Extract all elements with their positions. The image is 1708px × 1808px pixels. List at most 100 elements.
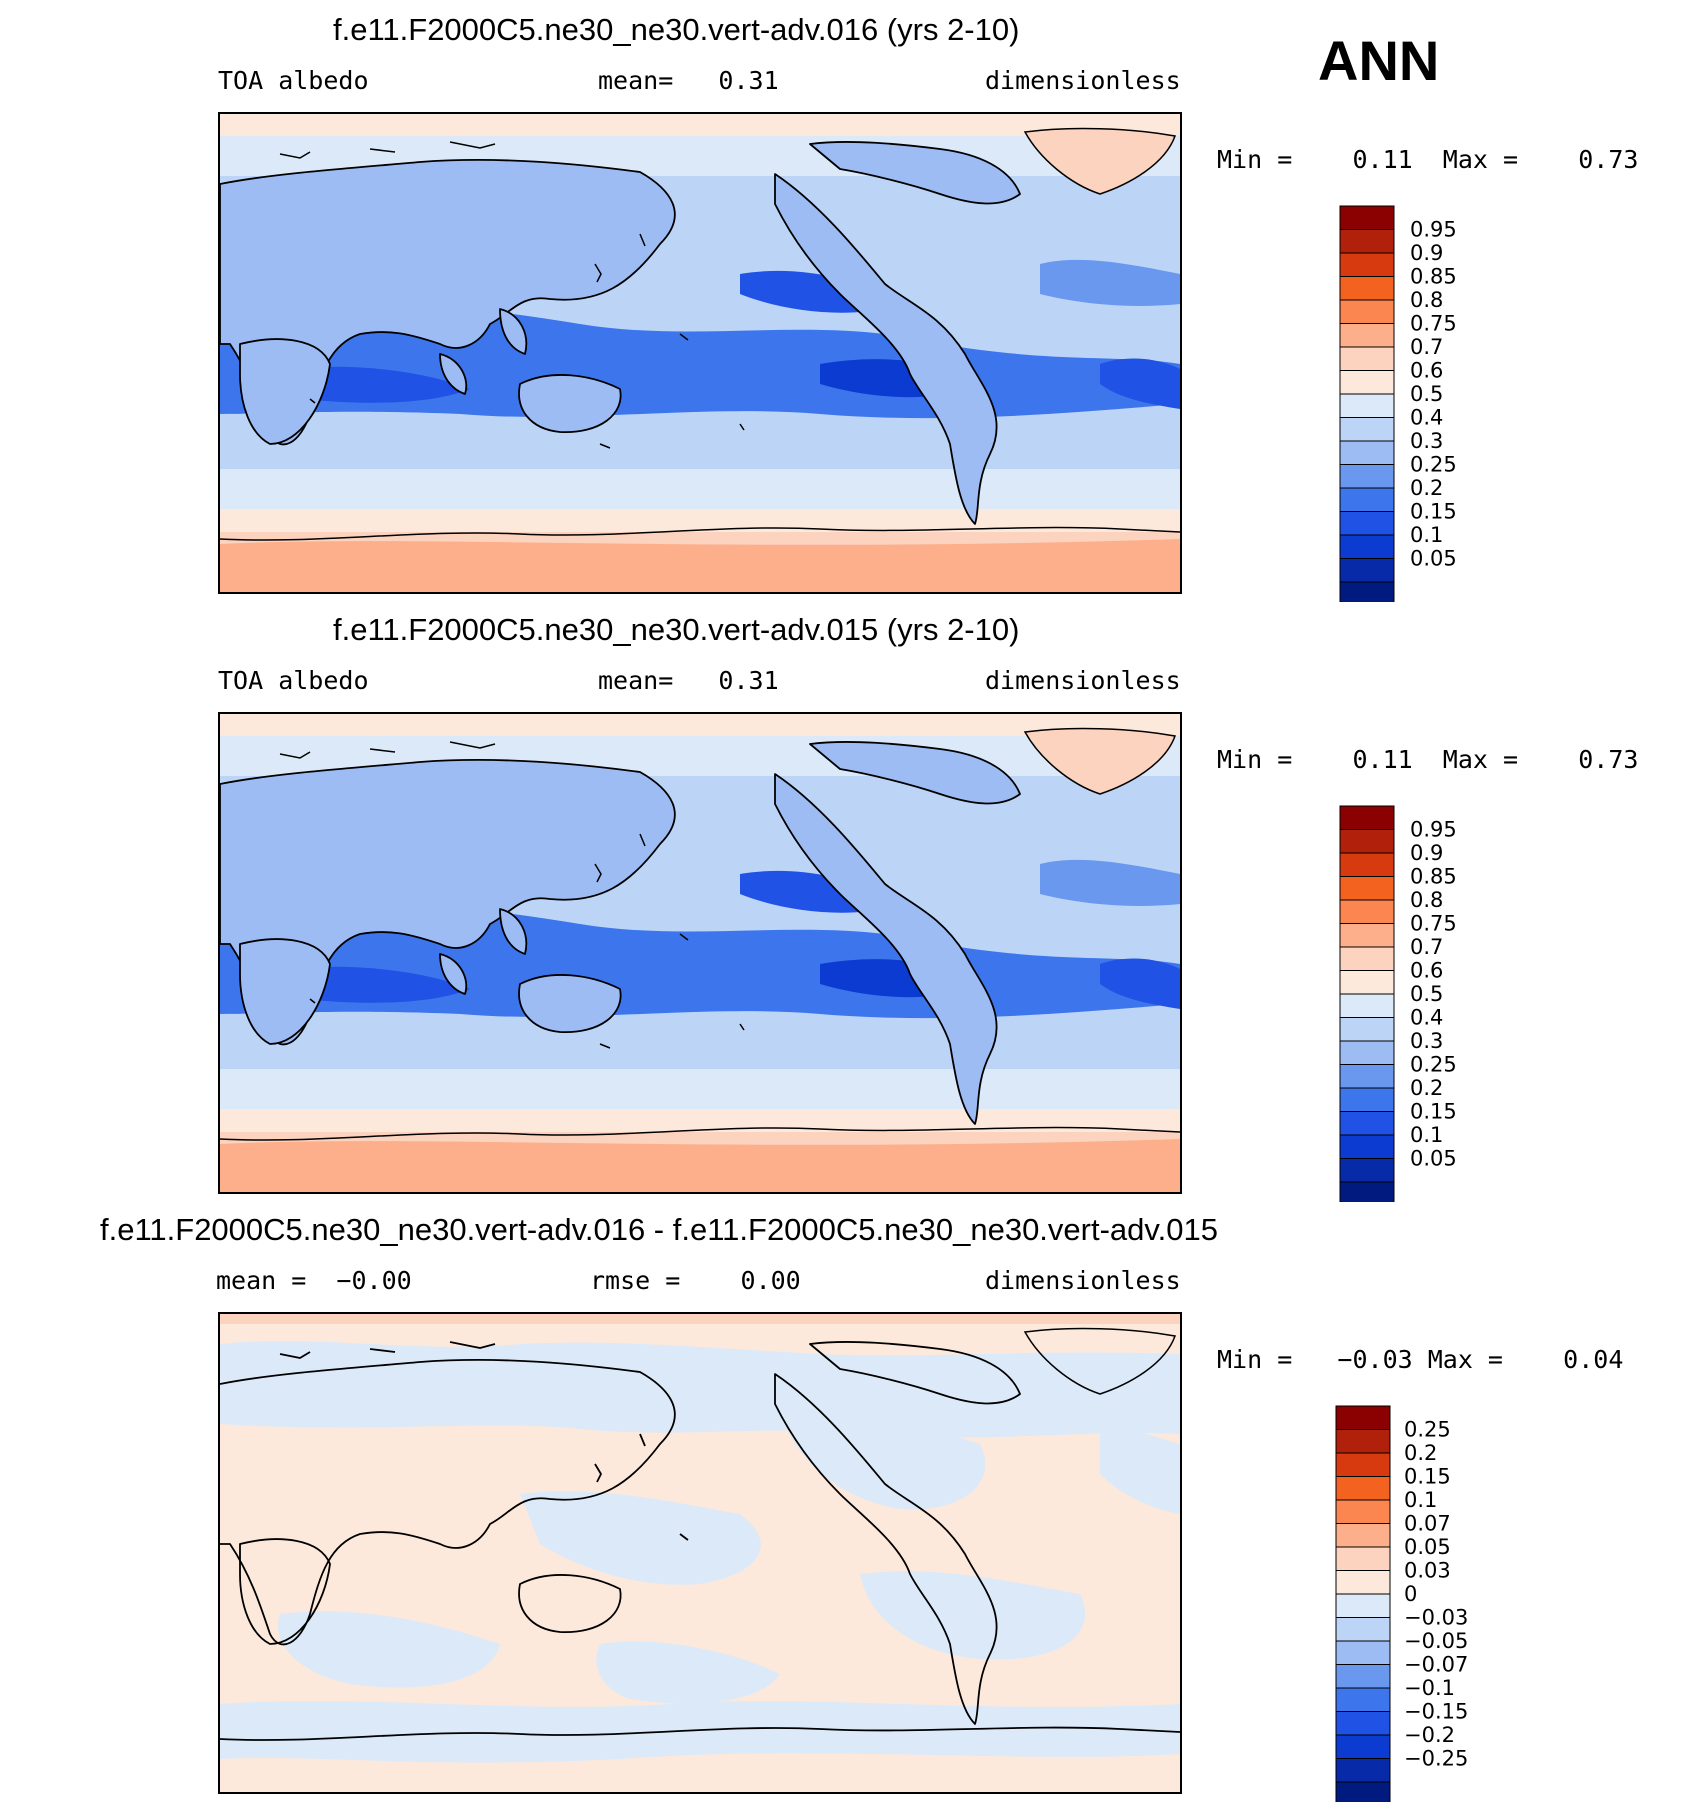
colorbar-swatch [1339,511,1395,536]
colorbar-swatch [1339,852,1395,877]
panel1-variable-label: TOA albedo [218,66,369,95]
colorbar-swatch [1335,1758,1391,1783]
panel1-colorbar: 0.95 0.9 0.85 0.8 0.75 0.7 0.6 0.5 0.4 0.3 0.25 0.2… [1330,202,1530,602]
colorbar-swatch [1339,464,1395,489]
colorbar-tick-label: 0.2 [1404,1441,1437,1465]
panel1-map [218,112,1182,594]
panel2-map [218,712,1182,1194]
colorbar-tick-label: 0.2 [1410,1076,1443,1100]
panel2-colorbar: 0.95 0.9 0.85 0.8 0.75 0.7 0.6 0.5 0.4 0.3 0.25 0.2… [1330,802,1530,1202]
colorbar-swatch [1339,370,1395,395]
colorbar-swatch [1339,970,1395,995]
colorbar-tick-label: 0.3 [1410,1029,1443,1053]
colorbar-swatch [1335,1452,1391,1477]
colorbar-tick-label: 0.4 [1410,406,1443,430]
colorbar-swatch [1339,1134,1395,1159]
colorbar-swatch [1339,440,1395,465]
colorbar-swatch [1335,1429,1391,1454]
colorbar-tick-label: −0.25 [1404,1747,1468,1771]
colorbar-swatch [1339,946,1395,971]
colorbar-swatch [1339,346,1395,371]
colorbar-tick-label: −0.05 [1404,1629,1468,1653]
colorbar-swatch [1339,805,1395,830]
colorbar-tick-label: −0.1 [1404,1676,1455,1700]
colorbar-swatch [1339,393,1395,418]
colorbar-swatch [1339,1087,1395,1112]
panel2-minmax: Min = 0.11 Max = 0.73 [1217,745,1639,774]
panel3-rmse-label: rmse = 0.00 [590,1266,801,1295]
colorbar-swatch [1335,1499,1391,1524]
panel3-units-label: dimensionless [985,1266,1181,1295]
colorbar-tick-label: 0.8 [1410,288,1443,312]
panel1-minmax: Min = 0.11 Max = 0.73 [1217,145,1639,174]
colorbar-swatch [1339,993,1395,1018]
colorbar-tick-label: 0.3 [1410,429,1443,453]
colorbar-swatch [1339,923,1395,948]
colorbar-tick-label: 0.95 [1410,218,1457,242]
colorbar-swatch [1335,1734,1391,1759]
colorbar-tick-label: −0.07 [1404,1653,1468,1677]
panel2-colorbar-svg: 0.950.90.850.80.750.70.60.50.40.30.250.2… [1339,805,1457,1202]
colorbar-tick-label: 0.8 [1410,888,1443,912]
colorbar-swatch [1335,1546,1391,1571]
colorbar-swatch [1339,252,1395,277]
colorbar-tick-label: 0.85 [1410,865,1457,889]
panel3-map [218,1312,1182,1794]
panel3-colorbar-svg: 0.250.20.150.10.070.050.030−0.03−0.05−0.… [1335,1405,1468,1802]
colorbar-swatch [1339,299,1395,324]
colorbar-swatch [1339,558,1395,583]
colorbar-swatch [1335,1687,1391,1712]
colorbar-tick-label: 0.5 [1410,382,1443,406]
colorbar-swatch [1339,487,1395,512]
colorbar-tick-label: 0.2 [1410,476,1443,500]
panel2-map-svg [220,714,1180,1192]
colorbar-swatch [1339,1017,1395,1042]
colorbar-swatch [1339,229,1395,254]
panel1-colorbar-svg: 0.950.90.850.80.750.70.60.50.40.30.250.2… [1339,205,1457,602]
colorbar-swatch [1335,1664,1391,1689]
colorbar-tick-label: 0.4 [1410,1006,1443,1030]
colorbar-tick-label: 0.07 [1404,1512,1451,1536]
colorbar-swatch [1335,1711,1391,1736]
colorbar-swatch [1335,1640,1391,1665]
colorbar-swatch [1339,1064,1395,1089]
colorbar-swatch [1339,1040,1395,1065]
colorbar-swatch [1339,534,1395,559]
colorbar-tick-label: 0.95 [1410,818,1457,842]
colorbar-tick-label: 0.1 [1404,1488,1437,1512]
panel3-minmax: Min = −0.03 Max = 0.04 [1217,1345,1624,1374]
colorbar-swatch [1339,876,1395,901]
panel2-variable-label: TOA albedo [218,666,369,695]
colorbar-swatch [1339,323,1395,348]
colorbar-tick-label: 0.75 [1410,912,1457,936]
colorbar-tick-label: 0.9 [1410,241,1443,265]
panel1-map-svg [220,114,1180,592]
colorbar-tick-label: 0 [1404,1582,1417,1606]
colorbar-tick-label: 0.1 [1410,1123,1443,1147]
colorbar-swatch [1335,1523,1391,1548]
colorbar-tick-label: 0.25 [1404,1418,1451,1442]
panel3-mean-label: mean = −0.00 [216,1266,412,1295]
colorbar-tick-label: 0.15 [1410,1100,1457,1124]
colorbar-tick-label: −0.15 [1404,1700,1468,1724]
colorbar-tick-label: 0.7 [1410,935,1443,959]
panel1-title: f.e11.F2000C5.ne30_ne30.vert-adv.016 (yr… [333,12,1020,47]
colorbar-tick-label: 0.25 [1410,453,1457,477]
colorbar-tick-label: 0.7 [1410,335,1443,359]
colorbar-swatch [1339,829,1395,854]
colorbar-tick-label: 0.25 [1410,1053,1457,1077]
colorbar-swatch [1335,1405,1391,1430]
colorbar-tick-label: 0.05 [1410,1147,1457,1171]
panel1-units-label: dimensionless [985,66,1181,95]
colorbar-swatch [1335,1570,1391,1595]
colorbar-tick-label: −0.03 [1404,1606,1468,1630]
colorbar-tick-label: 0.85 [1410,265,1457,289]
colorbar-tick-label: 0.1 [1410,523,1443,547]
colorbar-tick-label: 0.15 [1404,1465,1451,1489]
panel1-mean-label: mean= 0.31 [598,66,779,95]
colorbar-swatch [1339,1158,1395,1183]
season-label: ANN [1318,29,1440,92]
colorbar-tick-label: 0.15 [1410,500,1457,524]
colorbar-swatch [1339,1111,1395,1136]
panel2-title: f.e11.F2000C5.ne30_ne30.vert-adv.015 (yr… [333,612,1020,647]
